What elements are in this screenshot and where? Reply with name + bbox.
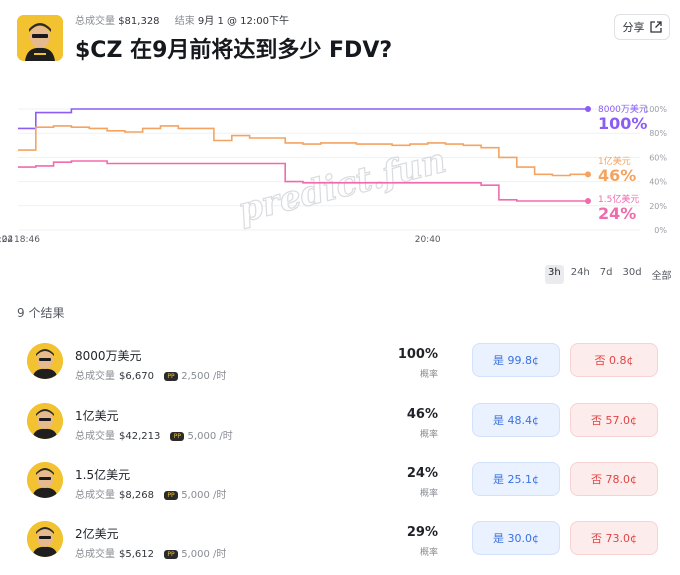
outcome-volume-label: 总成交量 [75, 371, 115, 382]
cz-avatar-icon [27, 462, 63, 498]
x-tick-label: 20:02 [0, 235, 13, 245]
x-tick-label: 18:46 [14, 235, 40, 245]
buy-no-button[interactable]: 否 73.0¢ [570, 521, 658, 555]
outcome-rate: 5,000 /时 [187, 431, 233, 442]
cz-avatar-icon [27, 403, 63, 439]
points-icon: PP [164, 549, 178, 559]
probability-label: 概率 [419, 430, 438, 440]
points-icon: PP [164, 371, 178, 381]
market-meta: 总成交量 $81,328 结束 9月 1 @ 12:00下午 [75, 12, 301, 27]
outcome-volume: $8,268 [119, 490, 154, 501]
x-tick-label: 19:24 [0, 235, 13, 245]
y-tick-label: 80% [649, 129, 667, 138]
series-line [18, 108, 588, 130]
series-end-point [585, 171, 591, 178]
outcome-stats: 总成交量 $5,612 PP 5,000 /时 [75, 545, 226, 560]
series-label: 8000万美元 100% [598, 102, 648, 132]
outcome-avatar [27, 343, 63, 379]
chart-svg: 0%20%40%60%80%100%predict.fun18:4619:242… [0, 105, 667, 245]
outcome-volume: $5,612 [119, 549, 154, 560]
outcome-avatar [27, 462, 63, 498]
series-line [18, 160, 588, 202]
x-tick-label: 20:40 [415, 235, 441, 245]
y-tick-label: 100% [644, 105, 667, 114]
buy-yes-button[interactable]: 是 99.8¢ [472, 343, 560, 377]
watermark: predict.fun [234, 141, 450, 231]
cz-avatar-icon [27, 343, 63, 379]
series-line [18, 125, 588, 177]
buy-yes-button[interactable]: 是 48.4¢ [472, 403, 560, 437]
series-end-point [585, 106, 591, 112]
range-option[interactable]: 7d [599, 267, 613, 278]
results-count: 9 个结果 [17, 306, 65, 320]
buy-yes-button[interactable]: 是 30.0¢ [472, 521, 560, 555]
outcome-name: 8000万美元 [75, 349, 142, 363]
series-value: 46% [598, 166, 637, 185]
probability-label: 概率 [419, 489, 438, 499]
buy-no-button[interactable]: 否 57.0¢ [570, 403, 658, 437]
external-link-icon [649, 21, 662, 33]
outcome-stats: 总成交量 $6,670 PP 2,500 /时 [75, 367, 226, 382]
outcome-volume: $42,213 [119, 431, 161, 442]
outcome-row[interactable]: 2亿美元总成交量 $5,612 PP 5,000 /时 29% 概率 是 30.0¢ 否 7… [0, 521, 680, 571]
end-value: 9月 1 @ 12:00下午 [197, 16, 290, 27]
outcome-rate: 5,000 /时 [181, 490, 227, 501]
outcome-row[interactable]: 1.5亿美元 总成交量 $8,268 PP 5,000 /时 24% 概率 是 25.1¢ 否… [0, 462, 680, 512]
points-icon: PP [164, 490, 178, 500]
range-option[interactable]: 30d [622, 267, 642, 278]
series-value: 100% [598, 114, 648, 133]
outcome-stats: 总成交量 $8,268 PP 5,000 /时 [75, 486, 226, 501]
range-option[interactable]: 全部 [651, 271, 672, 282]
outcome-row[interactable]: 8000万美元 总成交量 $6,670 PP 2,500 /时 100% 概率 是 99.8… [0, 343, 680, 393]
probability-chart: 0%20%40%60%80%100%predict.fun18:4619:242… [0, 92, 680, 257]
cz-avatar-icon [17, 15, 63, 61]
series-name: 1.5亿美元 [598, 195, 640, 205]
outcome-volume: $6,670 [119, 371, 154, 382]
volume-label: 总成交量 [75, 16, 115, 27]
points-icon: PP [170, 431, 185, 441]
y-tick-label: 20% [649, 202, 667, 211]
share-label: 分享 [622, 21, 645, 34]
probability-label: 概率 [419, 548, 438, 558]
outcome-probability: 24% [406, 466, 438, 481]
outcome-rate: 5,000 /时 [181, 549, 227, 560]
outcome-probability: 46% [406, 407, 438, 422]
end-label: 结束 [174, 16, 195, 27]
cz-avatar-icon [27, 521, 63, 557]
y-tick-label: 0% [654, 226, 667, 235]
volume-value: $81,328 [118, 16, 160, 27]
outcome-name: 2亿美元 [75, 527, 119, 541]
buy-no-button[interactable]: 否 0.8¢ [570, 343, 658, 377]
series-label: 1.5亿美元 24% [598, 192, 639, 222]
outcome-stats: 总成交量 $42,213 PP 5,000 /时 [75, 427, 233, 442]
outcome-volume-label: 总成交量 [75, 490, 115, 501]
series-value: 24% [598, 204, 637, 223]
outcome-rate: 2,500 /时 [181, 371, 227, 382]
page-title: $CZ 在9月前将达到多少 FDV? [75, 38, 393, 63]
outcome-name: 1.5亿美元 [75, 468, 131, 482]
share-button[interactable]: 分享 [614, 14, 670, 40]
outcome-name: 1亿美元 [75, 409, 119, 423]
range-option[interactable]: 3h [545, 265, 564, 284]
outcome-row[interactable]: 1亿美元总成交量 $42,213 PP 5,000 /时 46% 概率 是 48.4¢ 否 … [0, 403, 680, 453]
buy-no-button[interactable]: 否 78.0¢ [570, 462, 658, 496]
outcome-volume-label: 总成交量 [75, 549, 115, 560]
outcome-volume-label: 总成交量 [75, 431, 115, 442]
probability-label: 概率 [419, 370, 438, 380]
y-tick-label: 60% [649, 153, 667, 162]
time-range-selector: 3h 24h 7d 30d 全部 [545, 265, 675, 284]
series-name: 1亿美元 [598, 157, 631, 167]
outcome-probability: 100% [397, 347, 438, 362]
market-avatar [17, 15, 63, 61]
outcome-avatar [27, 521, 63, 557]
range-option[interactable]: 24h [570, 267, 590, 278]
outcome-probability: 29% [406, 525, 438, 540]
y-tick-label: 40% [649, 178, 667, 187]
series-end-point [585, 197, 591, 204]
buy-yes-button[interactable]: 是 25.1¢ [472, 462, 560, 496]
series-label: 1亿美元 46% [598, 154, 636, 184]
series-name: 8000万美元 [598, 105, 648, 115]
outcome-avatar [27, 403, 63, 439]
